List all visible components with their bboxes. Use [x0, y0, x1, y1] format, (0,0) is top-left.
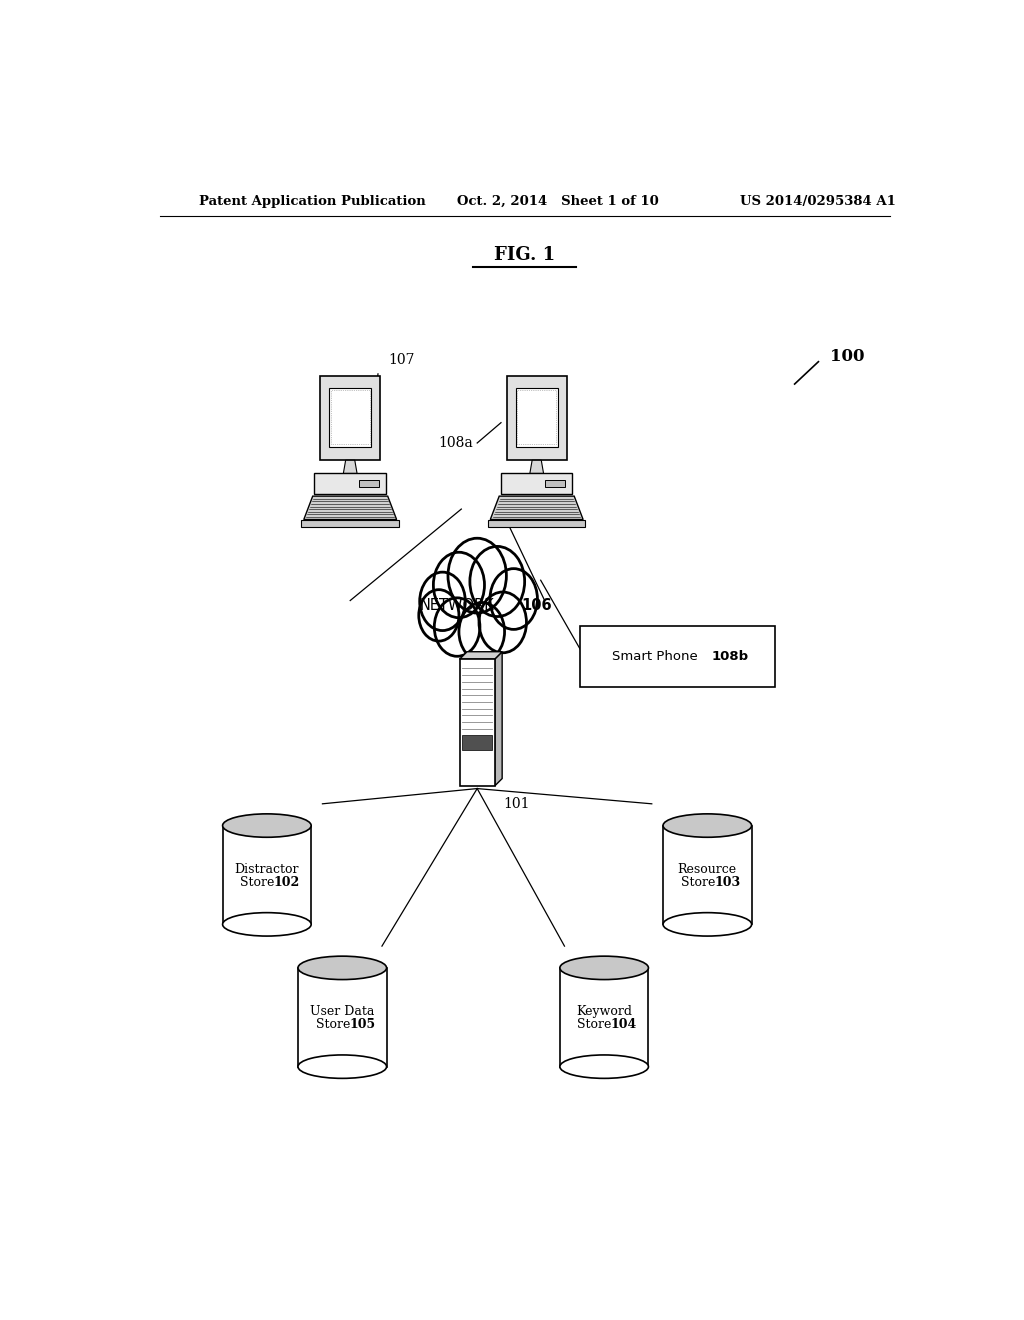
FancyBboxPatch shape	[581, 626, 775, 686]
Ellipse shape	[222, 912, 311, 936]
FancyBboxPatch shape	[507, 376, 566, 461]
Polygon shape	[495, 652, 502, 785]
Text: Keyword: Keyword	[577, 1005, 632, 1018]
Circle shape	[489, 569, 538, 630]
Text: 100: 100	[830, 348, 865, 366]
Text: 105: 105	[349, 1018, 375, 1031]
Text: Store: Store	[315, 1018, 350, 1031]
Text: US 2014/0295384 A1: US 2014/0295384 A1	[740, 194, 896, 207]
Text: Distractor: Distractor	[234, 862, 299, 875]
FancyBboxPatch shape	[664, 825, 752, 924]
Text: Store: Store	[681, 875, 715, 888]
Text: 107: 107	[388, 352, 415, 367]
FancyBboxPatch shape	[222, 825, 311, 924]
Text: Smart Phone: Smart Phone	[612, 649, 698, 663]
Ellipse shape	[664, 912, 752, 936]
Text: Resource: Resource	[678, 862, 737, 875]
Circle shape	[479, 591, 526, 653]
Polygon shape	[490, 496, 583, 520]
FancyBboxPatch shape	[301, 520, 399, 527]
Ellipse shape	[560, 956, 648, 979]
Text: Store: Store	[241, 875, 274, 888]
Ellipse shape	[298, 956, 386, 979]
Circle shape	[470, 546, 524, 616]
FancyBboxPatch shape	[298, 968, 386, 1067]
Circle shape	[447, 539, 507, 612]
Ellipse shape	[560, 1055, 648, 1078]
Text: Oct. 2, 2014   Sheet 1 of 10: Oct. 2, 2014 Sheet 1 of 10	[458, 194, 659, 207]
Polygon shape	[529, 461, 544, 474]
FancyBboxPatch shape	[488, 520, 586, 527]
Text: 102: 102	[273, 875, 300, 888]
FancyBboxPatch shape	[358, 479, 379, 487]
Text: 106: 106	[521, 598, 552, 612]
FancyBboxPatch shape	[501, 474, 572, 494]
Text: 108a: 108a	[438, 436, 473, 450]
FancyBboxPatch shape	[329, 388, 372, 446]
Circle shape	[433, 552, 484, 618]
Text: Store: Store	[578, 1018, 611, 1031]
Circle shape	[419, 590, 459, 642]
Circle shape	[459, 602, 505, 661]
Ellipse shape	[298, 1055, 386, 1078]
Circle shape	[434, 598, 480, 656]
FancyBboxPatch shape	[560, 968, 648, 1067]
Polygon shape	[304, 496, 396, 520]
FancyBboxPatch shape	[460, 659, 495, 785]
Ellipse shape	[664, 814, 752, 837]
Circle shape	[420, 572, 465, 631]
Polygon shape	[343, 461, 357, 474]
Ellipse shape	[222, 814, 311, 837]
FancyBboxPatch shape	[321, 376, 380, 461]
FancyBboxPatch shape	[516, 388, 558, 446]
Text: 108b: 108b	[712, 649, 749, 663]
Text: 104: 104	[611, 1018, 637, 1031]
Text: NETWORK: NETWORK	[420, 598, 495, 612]
Polygon shape	[460, 652, 502, 659]
Text: 101: 101	[504, 797, 530, 810]
Text: User Data: User Data	[310, 1005, 375, 1018]
FancyBboxPatch shape	[545, 479, 565, 487]
Text: Patent Application Publication: Patent Application Publication	[200, 194, 426, 207]
Text: 103: 103	[714, 875, 740, 888]
FancyBboxPatch shape	[462, 735, 493, 751]
Text: FIG. 1: FIG. 1	[495, 246, 555, 264]
FancyBboxPatch shape	[314, 474, 386, 494]
